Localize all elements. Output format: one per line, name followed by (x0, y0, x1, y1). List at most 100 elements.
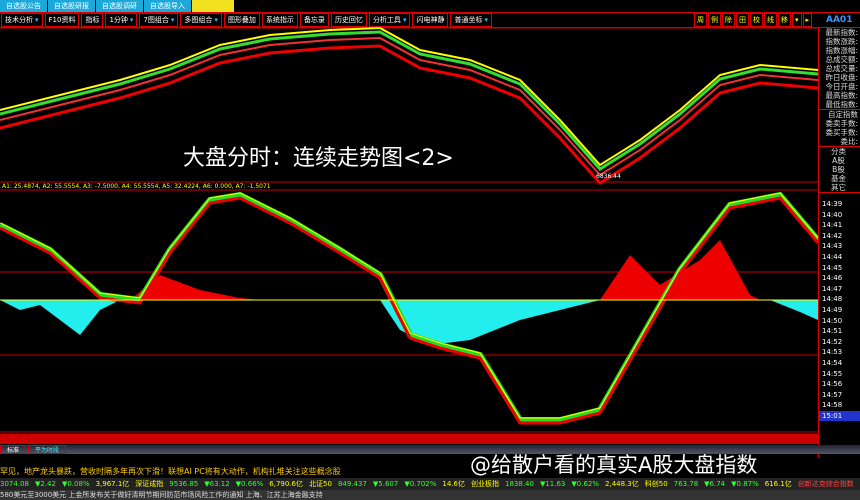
tab-blank[interactable] (192, 0, 235, 12)
ticker-value: ▼0.62% (571, 480, 600, 488)
tool-button[interactable]: 线 (764, 13, 777, 27)
panel-field: 今日开盘: (825, 82, 858, 91)
tab[interactable]: 自选股导入 (144, 0, 192, 12)
divider (819, 146, 860, 147)
panel-field: 最低指数: (825, 100, 858, 109)
index-code: AA01 (826, 15, 853, 25)
tab[interactable]: 自选股研报 (48, 0, 96, 12)
ticker-value: 2,448.3亿 (605, 480, 639, 488)
ticker-value: ▼11.63 (539, 480, 566, 488)
toolbar-button[interactable]: 闪电神静 (412, 13, 449, 27)
histogram-neg (380, 300, 600, 345)
toolbar-button[interactable]: 分析工具 (368, 13, 411, 27)
category-item[interactable]: B股 (832, 165, 845, 174)
ticker-value: 1838.40 (505, 480, 534, 488)
panel-field: 总成交量: (825, 64, 858, 73)
panel-field: 最高指数: (825, 91, 858, 100)
histogram-pos (600, 240, 760, 300)
ticker-value: 763.78 (673, 480, 699, 488)
ticker-value: 创业板指 (471, 480, 499, 488)
toolbar-button[interactable]: 系统指示 (261, 13, 298, 27)
panel-field: 委比: (840, 137, 858, 146)
indicator-line (0, 192, 818, 419)
toolbar-button[interactable]: F10资料 (44, 13, 80, 27)
time-label: 14:47 (822, 284, 843, 293)
toolbar-button[interactable]: 图形叠加 (223, 13, 260, 27)
tool-button[interactable]: 校 (750, 13, 763, 27)
ma-line (0, 30, 818, 171)
toolbar-button[interactable]: 1分钟 (105, 13, 138, 27)
time-list: 14:39 14:40 14:41 14:42 14:43 14:44 14:45 14:46… (819, 199, 860, 422)
tab[interactable]: 自选股公告 (0, 0, 48, 12)
tool-button[interactable]: 田 (736, 13, 749, 27)
ticker-value: ▼6.74 (704, 480, 726, 488)
watermark: @给散户看的真实A股大盘指数 (470, 453, 758, 477)
toolbar-button[interactable]: 普通坐标 (450, 13, 492, 27)
price-chart[interactable] (0, 0, 818, 434)
ticker-value: ▼0.702% (404, 480, 437, 488)
ticker-value: ▼63.12 (204, 480, 230, 488)
time-label: 14:46 (822, 274, 843, 283)
category-item[interactable]: 分类 (831, 147, 846, 156)
ticker-value: 创新达克综合指数 (797, 480, 854, 488)
panel-field: 委买手数: (825, 128, 858, 137)
ticker-value: 科创50 (644, 480, 668, 488)
panel-field: 最新指数: (825, 28, 858, 37)
ticker-value: ▼2.42 (34, 480, 56, 488)
subtab[interactable]: 平为时段 (28, 445, 67, 454)
histogram-pos (130, 275, 260, 300)
category-item[interactable]: A股 (832, 156, 845, 165)
time-label: 14:51 (822, 327, 843, 336)
ticker-value: 616.1亿 (764, 480, 792, 488)
toolbar-button[interactable]: 备忘录 (299, 13, 329, 27)
index-ticker: 3074.08 ▼2.42 ▼0.08% 3,967.1亿 深证成指 9536.85 ▼63… (0, 478, 860, 490)
news-ticker[interactable]: 罕见，地产龙头暴跌，营收时隔多年再次下滑！联想AI PC将有大动作，机构扎堆关注… (0, 467, 341, 476)
time-label: 14:48 (822, 295, 843, 304)
histogram-neg (770, 300, 818, 320)
chart-title: 大盘分时：连续走势图<2> (183, 146, 454, 171)
time-label: 14:45 (822, 263, 843, 272)
category-item[interactable]: 基金 (831, 174, 846, 183)
ticker-value: 深证成指 (135, 480, 164, 488)
toolbar-button[interactable]: 多图组合 (180, 13, 222, 27)
time-label: 14:52 (822, 337, 843, 346)
toolbar: 技术分析 F10资料 指标 1分钟 7图组合 多图组合 图形叠加 系统指示 备忘… (0, 12, 690, 28)
time-label: 14:54 (822, 358, 843, 367)
category-item[interactable]: 其它 (831, 183, 846, 192)
time-label: 14:41 (822, 221, 843, 230)
tool-button[interactable]: 除 (722, 13, 735, 27)
time-label: 14:53 (822, 348, 843, 357)
toolbar-button[interactable]: 历史回忆 (330, 13, 367, 27)
tool-button[interactable]: ▾ (792, 13, 802, 27)
ticker-value: 北证50 (309, 480, 332, 488)
right-toolbar: 周 例 除 田 校 线 移 ▾ ▸ (694, 13, 822, 27)
tool-button[interactable]: ▸ (802, 13, 813, 27)
toolbar-button[interactable]: 技术分析 (1, 13, 43, 27)
panel-field: 总成交额: (825, 55, 858, 64)
panel-field: 自定指数 (828, 110, 858, 119)
tool-button[interactable]: 移 (778, 13, 791, 27)
panel-field: 昨日收盘: (825, 73, 858, 82)
panel-field: 指数涨幅: (825, 46, 858, 55)
tool-button[interactable]: 周 (694, 13, 707, 27)
toolbar-button[interactable]: 7图组合 (139, 13, 179, 27)
time-label: 14:49 (822, 305, 843, 314)
time-label: 14:58 (822, 401, 843, 410)
tab[interactable]: 自选股调研 (96, 0, 144, 12)
time-label: 14:56 (822, 380, 843, 389)
tool-button[interactable]: 例 (708, 13, 721, 27)
ticker-value: ▼0.08% (61, 480, 90, 488)
histogram-neg (0, 300, 120, 335)
ticker-value: 6,790.6亿 (269, 480, 304, 488)
ticker-value: 3074.08 (0, 480, 29, 488)
time-label: 14:39 (822, 200, 843, 208)
subtab[interactable]: 标准 (0, 445, 27, 454)
ma-line (0, 36, 818, 177)
divider (819, 109, 860, 110)
bottom-news[interactable]: 580美元至3000美元 上金所发布关于做好清明节期间防范市场风险工作的通知 上… (0, 490, 860, 500)
ticker-value: ▼0.66% (235, 480, 264, 488)
index-line (0, 26, 818, 167)
time-label: 14:40 (822, 210, 843, 219)
time-label: 14:44 (822, 252, 843, 261)
toolbar-button[interactable]: 指标 (81, 13, 104, 27)
